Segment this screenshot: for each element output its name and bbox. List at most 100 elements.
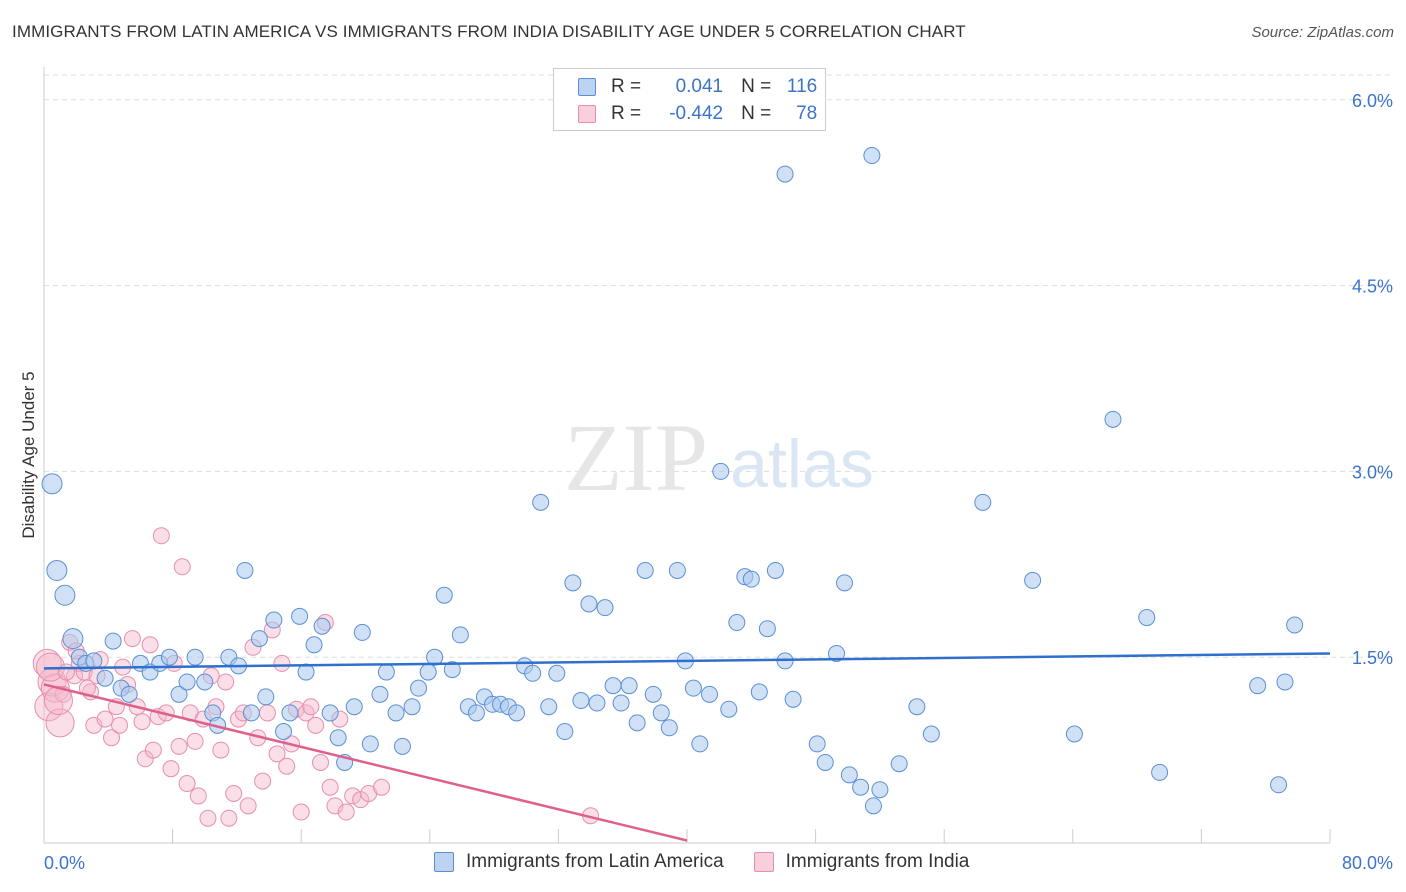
latin-america-point (361, 735, 379, 753)
y-tick-label: 3.0% (1352, 462, 1393, 482)
latin-america-point (178, 673, 196, 691)
latin-america-point (750, 683, 768, 701)
india-point (96, 710, 114, 728)
latin-america-point (784, 690, 802, 708)
latin-america-point (636, 561, 654, 579)
latin-america-point (329, 729, 347, 747)
latin-america-point (353, 623, 371, 641)
india-point (34, 692, 64, 722)
india-point (111, 716, 129, 734)
legend-row-india: R = -0.442 N = 78 (578, 102, 817, 126)
latin-america-point (701, 685, 719, 703)
latin-america-point (564, 574, 582, 592)
latin-america-point (345, 698, 363, 716)
latin-america-point (827, 644, 845, 662)
latin-america-point (371, 685, 389, 703)
india-point (45, 708, 75, 738)
india-point (189, 787, 207, 805)
india-point (178, 775, 196, 793)
india-point (307, 716, 325, 734)
legend-label-india: Immigrants from India (785, 851, 970, 872)
latin-america-point (265, 611, 283, 629)
latin-america-point (387, 704, 405, 722)
latin-america-point (620, 677, 638, 695)
latin-america-point (596, 599, 614, 617)
india-point (162, 760, 180, 778)
y-axis-label: Disability Age Under 5 (19, 371, 38, 538)
india-point (278, 757, 296, 775)
latin-america-point (863, 147, 881, 165)
india-point (186, 732, 204, 750)
latin-america-point (443, 661, 461, 679)
legend-n-label: N = (741, 76, 772, 97)
india-point (133, 713, 151, 731)
latin-america-point (104, 632, 122, 650)
india-point (239, 797, 257, 815)
y-tick-label: 6.0% (1352, 91, 1393, 111)
latin-america-point (403, 698, 421, 716)
latin-america-point (467, 704, 485, 722)
latin-america-point (281, 704, 299, 722)
latin-america-point (242, 704, 260, 722)
legend-item-india: Immigrants from India (753, 851, 970, 873)
latin-america-point (836, 574, 854, 592)
legend-swatch-blue (578, 78, 596, 96)
latin-america-point (720, 700, 738, 718)
latin-america-point (1286, 616, 1304, 634)
latin-america-point (291, 607, 309, 625)
latin-america-point (776, 165, 794, 183)
latin-america-point (170, 685, 188, 703)
source-credit: Source: ZipAtlas.com (1251, 24, 1394, 41)
india-point (141, 636, 159, 654)
watermark-zip: ZIP (564, 404, 708, 511)
latin-america-point (612, 694, 630, 712)
latin-america-point (321, 704, 339, 722)
latin-america-point (236, 561, 254, 579)
india-point (321, 778, 339, 796)
latin-america-point (660, 719, 678, 737)
legend-r-label: R = (611, 103, 642, 124)
latin-america-point (186, 648, 204, 666)
watermark: ZIP atlas (564, 404, 874, 511)
india-point (268, 745, 286, 763)
latin-america-point (54, 584, 76, 606)
legend-r-label: R = (611, 76, 642, 97)
legend-n-value: 116 (786, 76, 818, 97)
latin-america-point (426, 648, 444, 666)
latin-america-point (96, 669, 114, 687)
india-point (337, 803, 355, 821)
india-point (144, 741, 162, 759)
latin-america-point (1270, 776, 1288, 794)
latin-america-point (393, 737, 411, 755)
latin-america-point (652, 704, 670, 722)
latin-america-point (1138, 609, 1156, 627)
latin-america-point (908, 698, 926, 716)
legend-item-latin-america: Immigrants from Latin America (434, 851, 724, 873)
latin-america-point (548, 664, 566, 682)
series-india-points (32, 527, 600, 827)
tick-labels: 1.5% 3.0% 4.5% 6.0% 0.0% 80.0% (44, 91, 1393, 873)
latin-america-point (816, 753, 834, 771)
latin-america-point (644, 685, 662, 703)
india-point (373, 778, 391, 796)
latin-america-point (840, 766, 858, 784)
legend-r-value: -0.442 (669, 103, 724, 124)
latin-america-point (451, 626, 469, 644)
latin-america-point (62, 628, 84, 650)
x-tick-label: 80.0% (1342, 853, 1393, 873)
india-point (254, 772, 272, 790)
latin-america-point (668, 561, 686, 579)
x-tick-label: 0.0% (44, 853, 85, 873)
correlation-legend: R = 0.041 N = 116 R = -0.442 N = 78 (553, 68, 826, 131)
legend-n-value: 78 (796, 103, 818, 124)
legend-label-latin-america: Immigrants from Latin America (466, 851, 724, 872)
india-point (43, 686, 73, 716)
latin-america-point (766, 561, 784, 579)
india-point (199, 809, 217, 827)
latin-america-point (46, 559, 68, 581)
india-point (311, 753, 329, 771)
india-point (225, 784, 243, 802)
latin-america-point (160, 648, 178, 666)
india-point (292, 803, 310, 821)
